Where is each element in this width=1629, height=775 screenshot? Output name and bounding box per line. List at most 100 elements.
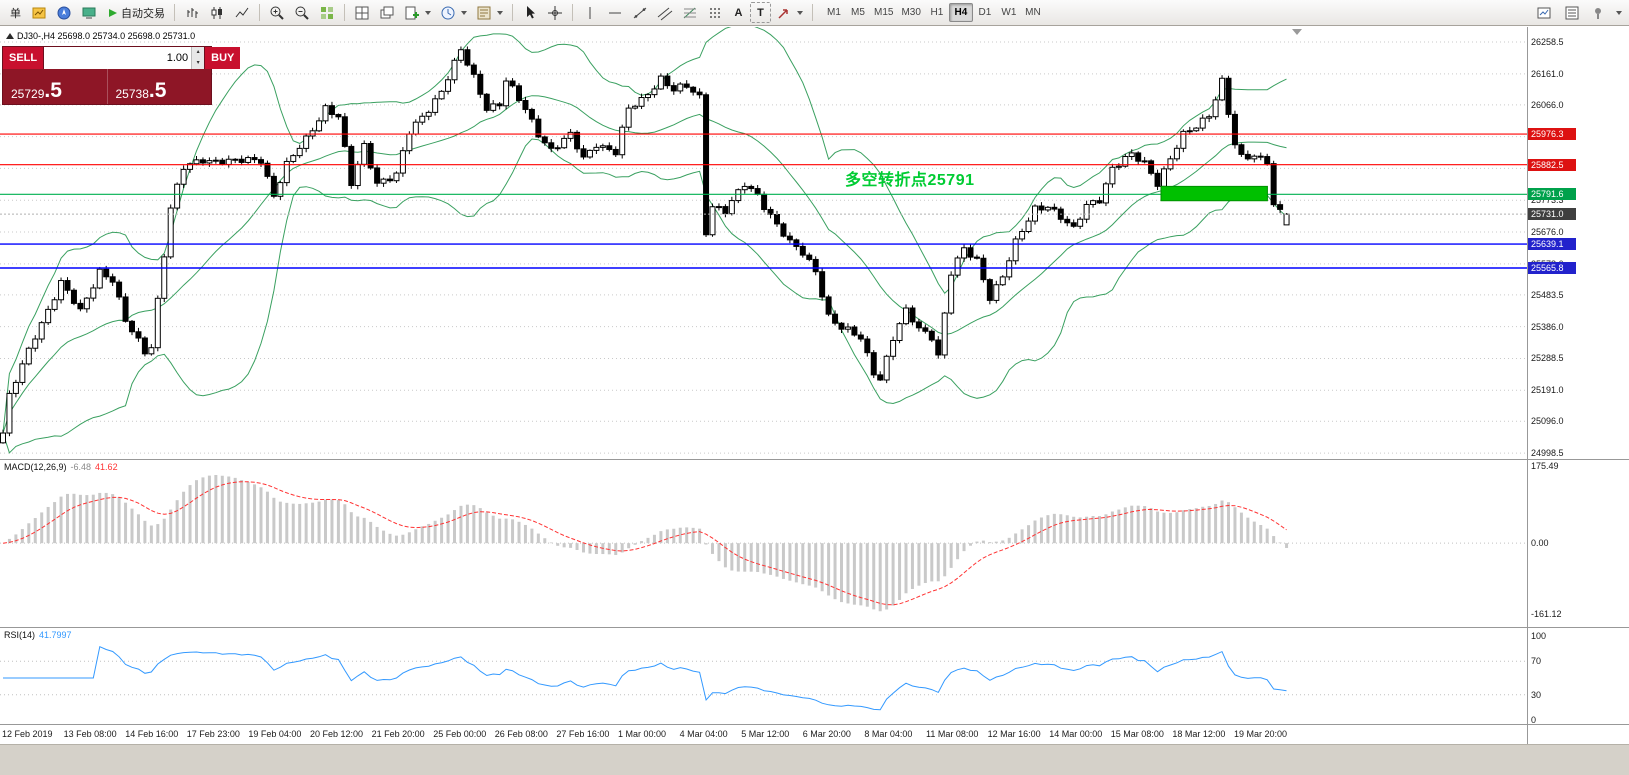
chart-window-icon[interactable] bbox=[1532, 2, 1556, 23]
toolbar-separator bbox=[572, 4, 573, 21]
macd-histogram bbox=[7, 474, 1289, 612]
time-axis-label: 19 Mar 20:00 bbox=[1234, 729, 1288, 739]
tile-windows-icon[interactable] bbox=[350, 2, 374, 23]
trade-panel-buttons-row: SELL ▴ ▾ BUY bbox=[3, 47, 241, 69]
auto-arrange-icon[interactable] bbox=[315, 2, 339, 23]
sell-price[interactable]: 25729 .5 bbox=[3, 69, 107, 104]
trade-panel-collapse-icon[interactable] bbox=[6, 33, 14, 39]
volume-decrease-button[interactable]: ▾ bbox=[192, 58, 205, 69]
rsi-value: 41.7997 bbox=[39, 630, 72, 640]
sell-button[interactable]: SELL bbox=[3, 47, 44, 69]
terminal-icon[interactable] bbox=[77, 2, 101, 23]
buy-price-fraction: .5 bbox=[148, 79, 167, 102]
time-axis-label: 8 Mar 04:00 bbox=[864, 729, 913, 739]
bollinger-bands bbox=[2, 27, 1287, 454]
bar-chart-type-icon[interactable] bbox=[180, 2, 204, 23]
time-axis-separator bbox=[0, 724, 1629, 725]
zoom-in-icon[interactable] bbox=[265, 2, 289, 23]
autotrading-button[interactable]: 自动交易 bbox=[102, 2, 169, 23]
toolbar-overflow-icon[interactable] bbox=[1616, 10, 1622, 15]
chevron-down-icon bbox=[461, 10, 467, 15]
trendline-tool-icon[interactable] bbox=[628, 2, 652, 23]
timeframe-button-w1[interactable]: W1 bbox=[997, 3, 1021, 22]
volume-increase-button[interactable]: ▴ bbox=[192, 47, 205, 58]
macd-signal-line bbox=[2, 481, 1287, 606]
autotrading-label: 自动交易 bbox=[121, 7, 165, 20]
macd-name: MACD(12,26,9) bbox=[4, 462, 67, 472]
channel-tool-icon[interactable] bbox=[653, 2, 677, 23]
price-line-badge: 25976.3 bbox=[1528, 128, 1576, 141]
rsi-pane-canvas[interactable] bbox=[0, 628, 1527, 724]
timeframe-button-m5[interactable]: M5 bbox=[846, 3, 870, 22]
time-axis-label: 19 Feb 04:00 bbox=[248, 729, 302, 739]
zoom-out-icon[interactable] bbox=[290, 2, 314, 23]
buy-button[interactable]: BUY bbox=[205, 47, 241, 69]
macd-signal-value: 41.62 bbox=[95, 462, 118, 472]
new-order-button[interactable]: 单 bbox=[5, 2, 26, 23]
objects-grid-icon[interactable] bbox=[703, 2, 727, 23]
timeframe-button-m30[interactable]: M30 bbox=[897, 3, 924, 22]
new-chart-icon[interactable] bbox=[400, 2, 435, 23]
trade-panel-prices-row: 25729 .5 25738 .5 bbox=[3, 69, 211, 104]
time-axis-label: 13 Feb 08:00 bbox=[63, 729, 117, 739]
crosshair-icon[interactable] bbox=[543, 2, 567, 23]
timeframe-button-m15[interactable]: M15 bbox=[870, 3, 897, 22]
rsi-name: RSI(14) bbox=[4, 630, 36, 640]
price-axis-label: 25386.0 bbox=[1531, 321, 1564, 332]
main-macd-separator[interactable] bbox=[0, 459, 1629, 460]
arrow-tools-icon[interactable] bbox=[772, 2, 807, 23]
time-axis-label: 1 Mar 00:00 bbox=[618, 729, 667, 739]
cascade-windows-icon[interactable] bbox=[375, 2, 399, 23]
rsi-line bbox=[3, 645, 1287, 711]
macd-rsi-separator[interactable] bbox=[0, 627, 1629, 628]
pin-icon[interactable] bbox=[1588, 2, 1610, 23]
timeframe-button-d1[interactable]: D1 bbox=[973, 3, 997, 22]
toolbar-right-group bbox=[1532, 2, 1624, 23]
turning-point-highlight[interactable] bbox=[1160, 185, 1268, 202]
time-axis-label: 11 Mar 08:00 bbox=[926, 729, 979, 739]
vertical-line-tool-icon[interactable] bbox=[578, 2, 602, 23]
volume-input[interactable] bbox=[44, 47, 192, 69]
macd-axis-label: -161.12 bbox=[1531, 609, 1562, 619]
volume-box: ▴ ▾ bbox=[43, 47, 206, 69]
timeframe-button-mn[interactable]: MN bbox=[1021, 3, 1045, 22]
price-axis-label: 25968.5 bbox=[1531, 131, 1564, 142]
price-axis-label: 25773.3 bbox=[1531, 195, 1564, 206]
window-list-icon[interactable] bbox=[1560, 2, 1584, 23]
candlestick-chart-type-icon[interactable] bbox=[205, 2, 229, 23]
horizontal-line-tool-icon[interactable] bbox=[603, 2, 627, 23]
text-label-tool-icon[interactable]: T bbox=[750, 2, 771, 23]
timeframe-button-m1[interactable]: M1 bbox=[822, 3, 846, 22]
time-axis-label: 18 Mar 12:00 bbox=[1172, 729, 1226, 739]
fibonacci-tool-icon[interactable] bbox=[678, 2, 702, 23]
price-gridlines bbox=[0, 41, 1527, 454]
buy-price-main: 25738 bbox=[115, 87, 149, 101]
line-chart-type-icon[interactable] bbox=[230, 2, 254, 23]
chart-shift-marker[interactable] bbox=[1292, 29, 1302, 35]
price-axis-label: 25871.0 bbox=[1531, 163, 1564, 174]
cursor-icon[interactable] bbox=[518, 2, 542, 23]
toolbar-separator bbox=[344, 4, 345, 21]
templates-icon[interactable] bbox=[472, 2, 507, 23]
chevron-down-icon bbox=[425, 10, 431, 15]
rsi-axis-label: 70 bbox=[1531, 656, 1542, 667]
market-watch-icon[interactable] bbox=[27, 2, 51, 23]
macd-main-value: -6.48 bbox=[70, 462, 92, 472]
navigator-icon[interactable] bbox=[52, 2, 76, 23]
text-tool-icon[interactable]: A bbox=[728, 2, 749, 23]
toolbar-separator bbox=[259, 4, 260, 21]
timeframe-button-h1[interactable]: H1 bbox=[925, 3, 949, 22]
price-axis-label: 25676.0 bbox=[1531, 227, 1564, 238]
time-axis-label: 5 Mar 12:00 bbox=[741, 729, 790, 739]
price-axis-label: 24998.5 bbox=[1531, 448, 1564, 459]
price-chart-canvas[interactable] bbox=[0, 27, 1527, 459]
time-axis-label: 4 Mar 04:00 bbox=[679, 729, 728, 739]
sell-price-fraction: .5 bbox=[44, 79, 62, 102]
buy-price[interactable]: 25738 .5 bbox=[106, 69, 212, 104]
periods-icon[interactable] bbox=[436, 2, 471, 23]
timeframe-button-h4[interactable]: H4 bbox=[948, 3, 973, 22]
price-line-badge: 25565.8 bbox=[1528, 262, 1576, 274]
macd-pane-canvas[interactable] bbox=[0, 460, 1527, 627]
turning-point-annotation[interactable]: 多空转折点25791 bbox=[845, 172, 975, 189]
